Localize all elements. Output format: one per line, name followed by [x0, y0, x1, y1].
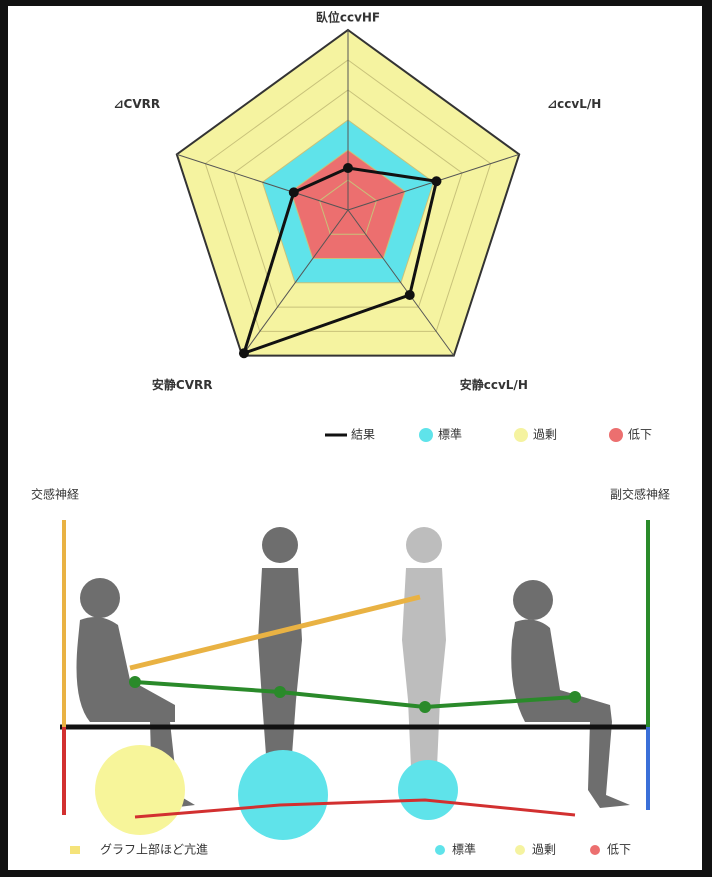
- axis-label: 安静ccvL/H: [460, 377, 528, 392]
- autonomic-diagram: 交感神経 副交感神経 グラフ上部ほど亢進 標準 過剰 低下: [31, 487, 670, 857]
- left-label: 交感神経: [31, 487, 79, 502]
- axis-label: ⊿CVRR: [113, 97, 160, 111]
- legend-label: 低下: [628, 428, 652, 442]
- spoke: [176, 153, 349, 211]
- legend-label: 標準: [438, 427, 462, 442]
- figure-standing: [258, 527, 302, 755]
- parasympathetic-line: [134, 680, 576, 710]
- circle-standard: [238, 750, 328, 840]
- grid-ring: [204, 59, 492, 332]
- legend-label: 過剰: [532, 843, 556, 857]
- result-point: [288, 187, 299, 198]
- spoke: [347, 209, 455, 356]
- result-polygon: [241, 166, 439, 356]
- legend-swatch: [590, 845, 600, 855]
- radar-chart: 臥位ccvHF ⊿ccvL/H 安静ccvL/H 安静CVRR ⊿CVRR 結果 標準 過剰 低…: [113, 10, 652, 442]
- result-point: [431, 176, 442, 187]
- axis-label: ⊿ccvL/H: [547, 97, 601, 111]
- sympathetic-line: [129, 594, 421, 671]
- legend-label: 低下: [607, 843, 631, 857]
- grid-ring: [261, 119, 435, 284]
- spoke: [241, 209, 349, 356]
- grid-ring: [318, 179, 378, 235]
- legend-label: 標準: [452, 842, 476, 857]
- result-point: [238, 348, 249, 359]
- legend-swatch: [435, 845, 445, 855]
- note: グラフ上部ほど亢進: [100, 842, 208, 857]
- legend-swatch: [609, 428, 623, 442]
- axis-label: 臥位ccvHF: [316, 10, 380, 25]
- circle-excess: [95, 745, 185, 835]
- right-label: 副交感神経: [610, 487, 670, 502]
- figure-seated-right: [511, 580, 630, 808]
- figure-standing-light: [402, 527, 446, 790]
- legend-label: 過剰: [533, 428, 557, 442]
- axis-label: 安静CVRR: [152, 377, 213, 392]
- note-icon: [70, 846, 80, 854]
- legend-swatch: [419, 428, 433, 442]
- result-point: [343, 163, 353, 173]
- legend-label: 結果: [351, 428, 375, 442]
- circle-standard-small: [398, 760, 458, 820]
- legend-swatch: [515, 845, 525, 855]
- low-line: [134, 798, 576, 819]
- grid-ring: [290, 149, 406, 260]
- grid-ring: [233, 89, 463, 308]
- result-point: [404, 289, 415, 300]
- parasympathetic-dots: [129, 676, 581, 713]
- grid-ring: [175, 28, 521, 357]
- legend-swatch: [514, 428, 528, 442]
